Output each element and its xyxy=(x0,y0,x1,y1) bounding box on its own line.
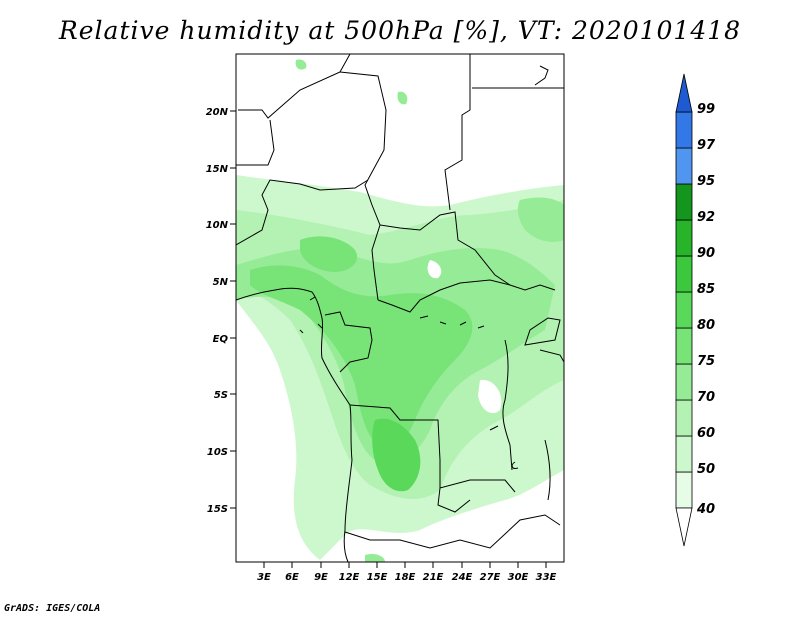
colorbar-label-60: 60 xyxy=(697,426,715,441)
colorbar-label-80: 80 xyxy=(697,318,715,333)
lat-label-20n: 20N xyxy=(206,107,229,118)
colorbar-segments xyxy=(675,111,693,509)
colorbar-segment-95-97 xyxy=(675,147,693,185)
grads-credit: GrADS: IGES/COLA xyxy=(4,603,101,614)
colorbar-segment-40-50 xyxy=(675,471,693,509)
lat-label-eq: EQ xyxy=(213,334,229,345)
colorbar-label-85: 85 xyxy=(697,282,715,297)
lon-label-9e: 9E xyxy=(314,572,328,583)
colorbar-top-arrow xyxy=(675,73,693,113)
lon-label-18e: 18E xyxy=(395,572,416,583)
colorbar-bottom-arrow xyxy=(675,507,693,547)
colorbar-label-92: 92 xyxy=(697,210,715,225)
lat-label-15n: 15N xyxy=(206,164,229,175)
colorbar-segment-97-99 xyxy=(675,111,693,149)
lon-label-21e: 21E xyxy=(423,572,444,583)
lon-label-24e: 24E xyxy=(452,572,473,583)
lon-label-27e: 27E xyxy=(480,572,501,583)
colorbar-segment-92-95 xyxy=(675,183,693,221)
colorbar-segment-60-70 xyxy=(675,399,693,437)
colorbar-label-70: 70 xyxy=(697,390,715,405)
colorbar-segment-85-90 xyxy=(675,255,693,293)
lat-label-15s: 15S xyxy=(207,504,228,515)
lat-label-10n: 10N xyxy=(206,220,229,231)
colorbar-label-97: 97 xyxy=(697,138,716,153)
country-borders xyxy=(236,54,564,562)
humidity-field xyxy=(236,59,564,562)
lat-label-5s: 5S xyxy=(214,390,228,401)
lon-label-6e: 6E xyxy=(285,572,299,583)
lon-label-3e: 3E xyxy=(257,572,271,583)
map-title: Relative humidity at 500hPa [%], VT: 202… xyxy=(58,16,742,45)
colorbar-segment-90-92 xyxy=(675,219,693,257)
colorbar-label-90: 90 xyxy=(697,246,715,261)
lat-label-10s: 10S xyxy=(207,447,228,458)
lon-label-15e: 15E xyxy=(367,572,388,583)
colorbar-segment-70-75 xyxy=(675,363,693,401)
lon-label-33e: 33E xyxy=(536,572,557,583)
lon-label-12e: 12E xyxy=(339,572,360,583)
colorbar-label-75: 75 xyxy=(697,354,715,369)
colorbar-label-95: 95 xyxy=(697,174,715,189)
map-panel: 20N 15N 10N 5N EQ 5S 10S 15S 3E 6E 9E 12… xyxy=(206,53,565,583)
lat-axis: 20N 15N 10N 5N EQ 5S 10S 15S xyxy=(206,107,236,515)
colorbar-segment-80-85 xyxy=(675,291,693,329)
lon-label-30e: 30E xyxy=(508,572,529,583)
lon-axis: 3E 6E 9E 12E 15E 18E 21E 24E 27E 30E 33E xyxy=(257,562,557,583)
lat-label-5n: 5N xyxy=(213,277,229,288)
colorbar-label-40: 40 xyxy=(696,502,715,517)
map-frame xyxy=(235,53,565,563)
colorbar-segment-50-60 xyxy=(675,435,693,473)
colorbar: 99 97 95 92 90 85 80 75 70 60 50 40 xyxy=(675,73,716,547)
colorbar-label-50: 50 xyxy=(697,462,715,477)
colorbar-segment-75-80 xyxy=(675,327,693,365)
colorbar-label-99: 99 xyxy=(697,102,715,117)
